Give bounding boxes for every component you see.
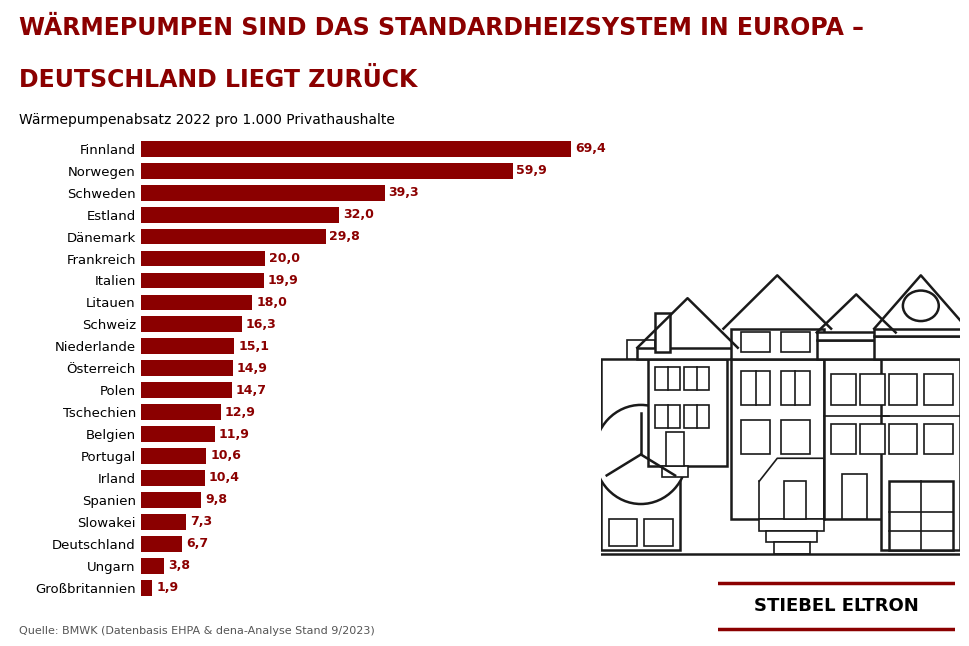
Text: Wärmepumpenabsatz 2022 pro 1.000 Privathaushalte: Wärmepumpenabsatz 2022 pro 1.000 Privath… [19, 113, 395, 127]
Bar [888, 375, 917, 405]
Bar [859, 424, 884, 455]
Bar [873, 337, 966, 359]
Bar [654, 313, 669, 351]
Text: 39,3: 39,3 [388, 186, 419, 199]
Text: 20,0: 20,0 [268, 252, 299, 265]
Circle shape [594, 405, 687, 504]
Bar [141, 382, 232, 398]
Bar [780, 371, 809, 405]
Bar [141, 273, 264, 288]
Bar [141, 470, 205, 486]
Bar [780, 420, 809, 455]
Text: 12,9: 12,9 [224, 406, 255, 419]
Bar [923, 375, 953, 405]
Text: 7,3: 7,3 [190, 516, 211, 528]
Bar [141, 557, 164, 574]
Bar [730, 359, 823, 519]
Polygon shape [637, 348, 737, 359]
Bar [830, 424, 856, 455]
Text: 11,9: 11,9 [218, 428, 249, 441]
Bar [666, 432, 683, 466]
Bar [141, 514, 186, 530]
Bar [888, 481, 953, 550]
Text: Quelle: BMWK (Datenbasis EHPA & dena-Analyse Stand 9/2023): Quelle: BMWK (Datenbasis EHPA & dena-Ana… [19, 627, 375, 636]
Bar [141, 163, 512, 179]
Bar [923, 424, 953, 455]
Bar [683, 367, 708, 390]
Text: 32,0: 32,0 [343, 208, 373, 221]
Bar [759, 519, 823, 531]
Bar [740, 420, 769, 455]
Polygon shape [873, 329, 966, 337]
Bar [141, 426, 214, 442]
Text: 10,4: 10,4 [208, 472, 239, 484]
Bar [141, 229, 326, 244]
Text: 69,4: 69,4 [575, 142, 606, 155]
Bar [141, 536, 182, 552]
Text: 6,7: 6,7 [186, 537, 208, 550]
Text: 59,9: 59,9 [516, 164, 547, 177]
Text: 18,0: 18,0 [256, 296, 287, 309]
Bar [141, 185, 385, 201]
Bar [141, 360, 233, 376]
Text: WÄRMEPUMPEN SIND DAS STANDARDHEIZSYSTEM IN EUROPA –: WÄRMEPUMPEN SIND DAS STANDARDHEIZSYSTEM … [19, 16, 863, 40]
Text: 15,1: 15,1 [237, 340, 268, 353]
Bar [647, 359, 727, 466]
Bar [784, 481, 805, 519]
Bar [141, 317, 241, 332]
Bar [141, 404, 221, 420]
Bar [643, 519, 672, 546]
Text: 14,9: 14,9 [236, 362, 267, 375]
Text: 16,3: 16,3 [245, 318, 276, 331]
Bar [766, 531, 816, 542]
Bar [141, 339, 234, 354]
Bar [859, 375, 884, 405]
Text: 3,8: 3,8 [168, 559, 190, 572]
Ellipse shape [902, 291, 938, 321]
Bar [740, 333, 769, 351]
Bar [730, 329, 823, 359]
Bar [141, 579, 152, 596]
Text: 10,6: 10,6 [210, 450, 241, 463]
Bar [601, 359, 679, 550]
Bar [141, 207, 339, 222]
Bar [841, 474, 866, 519]
Text: STIEBEL ELTRON: STIEBEL ELTRON [754, 597, 918, 614]
Bar [141, 251, 265, 266]
Bar [654, 367, 679, 390]
Bar [830, 375, 856, 405]
Text: 14,7: 14,7 [235, 384, 266, 397]
Bar [654, 405, 679, 428]
Bar [888, 424, 917, 455]
Bar [626, 340, 654, 359]
Text: 9,8: 9,8 [205, 494, 227, 506]
Bar [773, 542, 809, 554]
Bar [141, 141, 571, 157]
Bar [662, 466, 687, 477]
Bar [608, 519, 637, 546]
Bar [823, 359, 888, 519]
Text: 19,9: 19,9 [267, 274, 298, 287]
Bar [141, 295, 252, 310]
Bar [141, 448, 206, 464]
Polygon shape [816, 333, 894, 340]
Text: 1,9: 1,9 [156, 581, 178, 594]
Bar [740, 371, 769, 405]
Text: 29,8: 29,8 [329, 230, 359, 243]
Text: DEUTSCHLAND LIEGT ZURÜCK: DEUTSCHLAND LIEGT ZURÜCK [19, 68, 418, 92]
Bar [780, 333, 809, 351]
Bar [141, 492, 202, 508]
Bar [683, 405, 708, 428]
Bar [816, 340, 894, 359]
Bar [881, 359, 959, 550]
